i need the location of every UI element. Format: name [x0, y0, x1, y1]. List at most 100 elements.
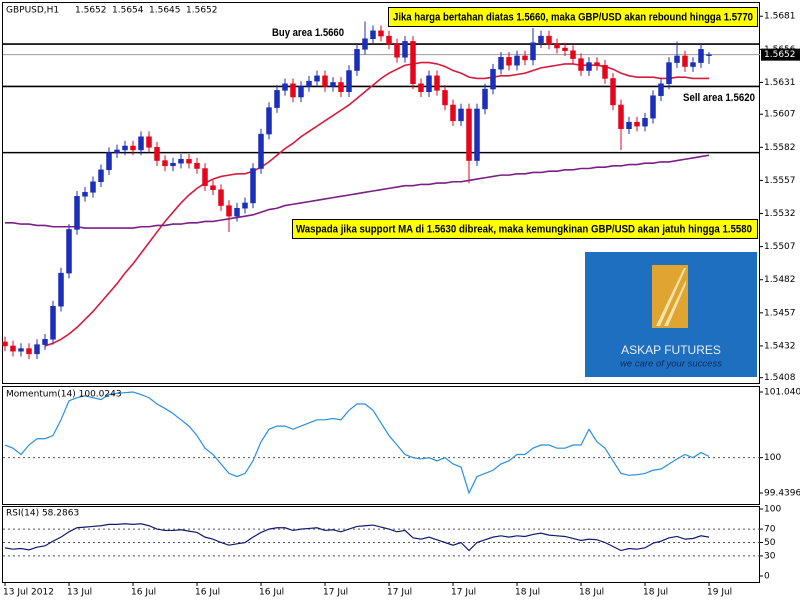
y-tick-label: 1.5631 [764, 78, 796, 88]
notes: Jika harga bertahan diatas 1.5660, maka … [272, 7, 758, 239]
candle-body [154, 147, 160, 161]
candle-body [490, 68, 496, 90]
candle-body [650, 95, 656, 119]
candle-body [498, 57, 504, 70]
frame [2, 2, 760, 583]
candle-body [634, 121, 640, 127]
y-tick-label: 1.5408 [764, 373, 796, 383]
candle-body [250, 168, 256, 204]
candle-body [482, 88, 488, 110]
y-tick-label: 30 [764, 551, 776, 561]
candle-body [682, 55, 688, 67]
candle-body [26, 348, 32, 355]
candle-body [66, 229, 72, 274]
candle-body [338, 82, 344, 92]
y-tick-label: 70 [764, 525, 776, 535]
candle-body [690, 62, 696, 67]
candle-body [658, 83, 664, 96]
candle-body [674, 55, 680, 63]
candle-body [82, 192, 88, 197]
y-tick-label: 1.5432 [764, 341, 796, 351]
candle-body [258, 133, 264, 169]
candle-body [202, 168, 208, 186]
candle-body [466, 108, 472, 161]
panel-title: GBPUSD,H1 [6, 6, 59, 16]
candle-body [114, 149, 120, 153]
candle-body [218, 189, 224, 206]
candle-body [394, 43, 400, 58]
candle-body [530, 42, 536, 61]
panel-title: Momentum(14) 100.0243 [6, 390, 122, 400]
candle-body [234, 207, 240, 217]
candle-body [2, 341, 8, 347]
indicator-line [4, 391, 710, 495]
candle-body [570, 50, 576, 59]
x-tick-label: 18 Jul [515, 588, 540, 598]
candle-body [322, 75, 328, 87]
candle-body [274, 90, 280, 108]
candle-body [362, 38, 368, 50]
candle-body [602, 64, 608, 79]
panel-title: RSI(14) 58.2863 [6, 509, 79, 519]
momentum-panel [2, 386, 760, 505]
note-box [388, 7, 758, 27]
candle-body [706, 54, 712, 56]
candle-body [306, 80, 312, 87]
last-price-label: 1.5652 [764, 50, 796, 60]
x-tick-label: 16 Jul [259, 588, 284, 598]
candle-body [138, 136, 144, 151]
indicator-line [4, 523, 710, 552]
candle-body [58, 272, 64, 307]
main-panel [2, 2, 760, 384]
x-tick-label: 13 Jul 2012 [3, 588, 54, 598]
y-tick-label: 101.0406 [764, 388, 800, 398]
candle-body [434, 75, 440, 91]
rsi-panel [2, 506, 760, 583]
y-tick-label: 1.5557 [764, 176, 796, 186]
y-tick-label: 1.5457 [764, 308, 796, 318]
candle-body [538, 35, 544, 43]
candle-body [626, 121, 632, 130]
x-tick-label: 13 Jul [67, 588, 92, 598]
y-tick-label: 50 [764, 538, 776, 548]
candle-body [578, 58, 584, 71]
note-box [292, 219, 758, 239]
candle-body [698, 49, 704, 63]
candle-body [42, 339, 48, 345]
y-tick-label: 1.5507 [764, 242, 796, 252]
note-text: Waspada jika support MA di 1.5630 dibrea… [296, 223, 752, 235]
annotation: Sell area 1.5620 [683, 92, 755, 104]
candle-body [546, 35, 552, 45]
candle-body [74, 196, 80, 230]
candle-body [10, 345, 16, 352]
candle-body [458, 108, 464, 122]
candle-body [282, 83, 288, 91]
candle-body [170, 162, 176, 167]
logo: ASKAP FUTURES we care of your success [585, 252, 757, 377]
candle-body [194, 162, 200, 169]
x-tick-label: 16 Jul [131, 588, 156, 598]
logo-tagline: we care of your success [620, 359, 722, 370]
header-value: 1.5652 [75, 6, 107, 16]
candle-body [90, 181, 96, 193]
candle-body [130, 145, 136, 151]
candle-body [34, 344, 40, 355]
x-tick-label: 19 Jul [707, 588, 732, 598]
marks [2, 21, 760, 557]
candle-body [330, 82, 336, 87]
candle-body [586, 62, 592, 71]
candle-body [146, 136, 152, 148]
candle-body [18, 348, 24, 352]
candle-body [242, 202, 248, 209]
candle-body [186, 158, 192, 164]
candle-body [106, 152, 112, 171]
header-value: 1.5645 [149, 6, 181, 16]
moving-average [5, 154, 710, 229]
x-tick-label: 18 Jul [643, 588, 668, 598]
y-tick-label: 1.5482 [764, 275, 796, 285]
candle-body [610, 78, 616, 106]
candle-body [346, 70, 352, 92]
x-tick-label: 17 Jul [451, 588, 476, 598]
